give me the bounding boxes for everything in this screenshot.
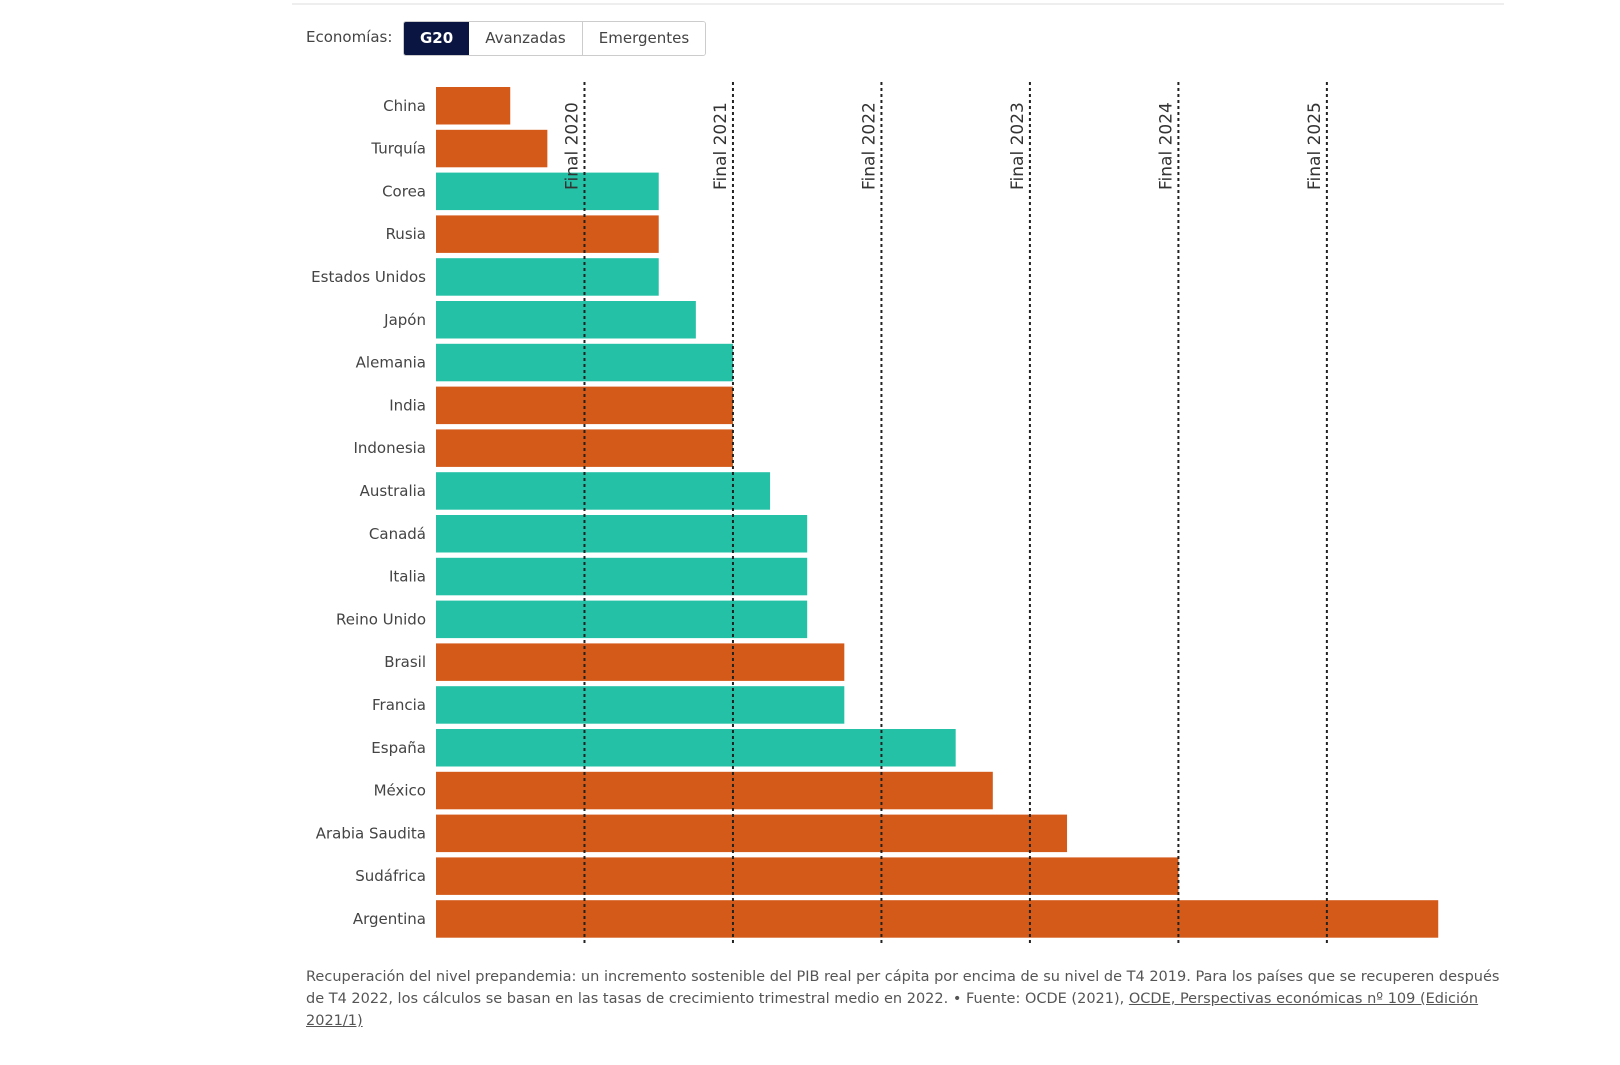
category-label: Reino Unido (336, 610, 426, 628)
category-label: México (374, 782, 426, 800)
filter-emergentes-button[interactable]: Emergentes (581, 22, 706, 55)
bar (436, 557, 808, 596)
category-label: España (371, 739, 426, 757)
bar (436, 600, 808, 639)
category-label: Italia (389, 568, 426, 586)
category-label: Turquía (370, 140, 426, 158)
bar-chart: China Turquía Corea Rusia Estados Unidos Japó… (311, 82, 1439, 945)
category-label: Estados Unidos (311, 268, 426, 286)
category-label: Australia (360, 482, 426, 500)
bar (436, 343, 733, 382)
category-label: Indonesia (353, 439, 426, 457)
bar (436, 643, 845, 681)
bar (436, 386, 733, 425)
filter-g20-button[interactable]: G20 (404, 22, 470, 55)
category-label: Canadá (369, 525, 426, 543)
caption-text: Recuperación del nivel prepandemia: un i… (306, 969, 1500, 1007)
reference-line-label: Final 2021 (711, 102, 731, 190)
category-label: Alemania (356, 354, 426, 372)
category-label: India (389, 396, 426, 414)
bar (436, 472, 771, 510)
category-label: Arabia Saudita (316, 824, 426, 842)
category-label: Japón (383, 311, 426, 329)
bar (436, 258, 659, 296)
bar (436, 129, 548, 168)
bar (436, 172, 659, 211)
economies-filter: G20 Avanzadas Emergentes (403, 21, 707, 56)
bar (436, 686, 845, 724)
bar (436, 900, 1439, 938)
bar (436, 857, 1179, 895)
category-label: Francia (372, 696, 426, 714)
reference-line-label: Final 2024 (1156, 102, 1176, 190)
filter-avanzadas-button[interactable]: Avanzadas (469, 22, 582, 55)
bar (436, 814, 1068, 853)
bar (436, 87, 511, 125)
bar (436, 771, 993, 810)
category-label: Sudáfrica (355, 867, 426, 885)
category-label: Rusia (386, 225, 426, 243)
reference-line-label: Final 2023 (1008, 102, 1028, 190)
economies-label: Economías: (306, 28, 393, 46)
top-divider (292, 3, 1504, 5)
category-label: Corea (382, 182, 426, 200)
reference-line-label: Final 2022 (859, 102, 879, 190)
category-label: Argentina (353, 910, 426, 928)
category-label: China (383, 97, 426, 115)
reference-line-label: Final 2020 (562, 102, 582, 190)
bar (436, 215, 659, 253)
chart-caption: Recuperación del nivel prepandemia: un i… (306, 966, 1506, 1032)
bar (436, 301, 696, 339)
bar (436, 515, 808, 553)
bar (436, 729, 956, 767)
reference-line-label: Final 2025 (1305, 102, 1325, 190)
category-label: Brasil (384, 653, 426, 671)
source-link[interactable]: OCDE, Perspectivas económicas nº 109 (Ed… (306, 991, 1479, 1029)
